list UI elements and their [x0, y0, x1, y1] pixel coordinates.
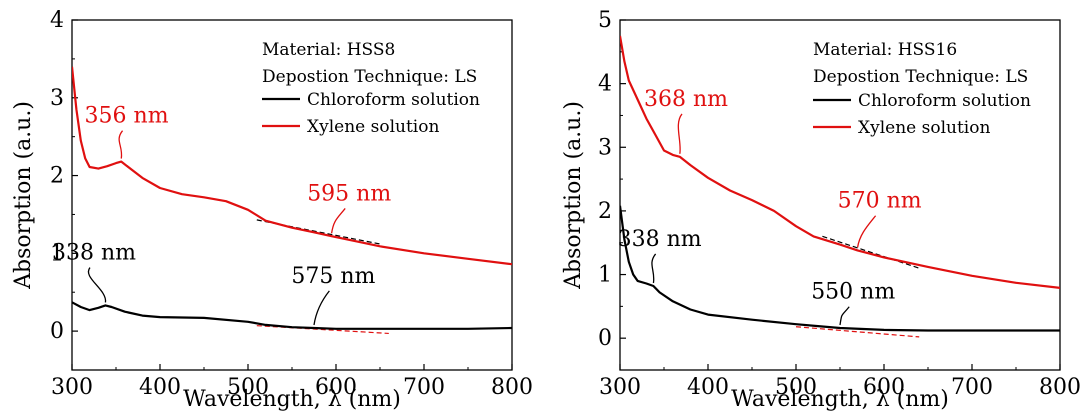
info-line: Depostion Technique: LS [813, 67, 1028, 87]
x-tick-label: 800 [1039, 375, 1081, 400]
y-tick-label: 0 [598, 326, 612, 351]
y-tick-label: 3 [50, 86, 64, 111]
y-axis-label: Absorption (a.u.) [11, 101, 36, 290]
y-tick-label: 3 [598, 135, 612, 160]
x-tick-label: 700 [951, 375, 993, 400]
legend-label: Xylene solution [307, 117, 439, 137]
annotation-leader [839, 306, 850, 326]
annotation-label: 595 nm [307, 181, 391, 206]
series-line-chloroform [620, 205, 1060, 332]
annotation-leader [856, 215, 877, 248]
x-tick-label: 500 [227, 375, 269, 400]
x-tick-label: 300 [51, 375, 93, 400]
x-tick-label: 500 [775, 375, 817, 400]
info-line: Material: HSS8 [262, 40, 395, 60]
y-tick-label: 0 [50, 319, 64, 344]
y-tick-label: 5 [598, 8, 612, 33]
y-tick-label: 4 [50, 8, 64, 33]
legend-label: Xylene solution [858, 118, 990, 138]
y-axis-label: Absorption (a.u.) [561, 101, 586, 290]
annotation-label: 356 nm [85, 104, 169, 129]
series-line-chloroform [72, 301, 512, 330]
legend-label: Chloroform solution [858, 91, 1031, 111]
y-tick-label: 2 [598, 199, 612, 224]
series-line-xylene [620, 35, 1060, 289]
x-tick-label: 800 [491, 375, 533, 400]
annotation-leader [330, 208, 346, 234]
annotation-label: 338 nm [52, 241, 136, 266]
tangent-line [795, 326, 920, 338]
annotation-label: 575 nm [291, 264, 375, 289]
annotation-leader [87, 267, 107, 303]
annotation-label: 550 nm [811, 280, 895, 305]
series-line-xylene [72, 66, 512, 266]
y-tick-label: 1 [50, 241, 64, 266]
legend-label: Chloroform solution [307, 90, 480, 110]
info-line: Material: HSS16 [813, 40, 957, 60]
annotation-label: 338 nm [618, 227, 702, 252]
tangent-line [256, 325, 389, 335]
x-tick-label: 400 [139, 375, 181, 400]
x-tick-label: 300 [599, 375, 641, 400]
tangent-line [822, 235, 920, 269]
annotation-leader [313, 290, 330, 326]
x-axis-label: Wavelength, λ (nm) [731, 387, 949, 412]
x-axis-label: Wavelength, λ (nm) [183, 387, 401, 412]
annotation-leader [118, 130, 124, 159]
x-tick-label: 600 [863, 375, 905, 400]
y-tick-label: 1 [598, 263, 612, 288]
info-line: Depostion Technique: LS [262, 67, 477, 87]
annotation-label: 368 nm [644, 87, 728, 112]
x-tick-label: 700 [403, 375, 445, 400]
chart-panel-2: 300 400 500 600 700 800 0 1 2 3 4 5 Wavelength, λ (n… [561, 8, 1081, 412]
annotation-leader [651, 253, 657, 284]
y-tick-label: 2 [50, 164, 64, 189]
annotation-label: 570 nm [838, 189, 922, 214]
x-tick-label: 400 [687, 375, 729, 400]
chart-panel-1: 300 400 500 600 700 800 0 1 2 3 4 Wavelength, λ (nm… [11, 8, 533, 412]
x-tick-label: 600 [315, 375, 357, 400]
annotation-leader [677, 113, 683, 154]
y-tick-label: 4 [598, 72, 612, 97]
